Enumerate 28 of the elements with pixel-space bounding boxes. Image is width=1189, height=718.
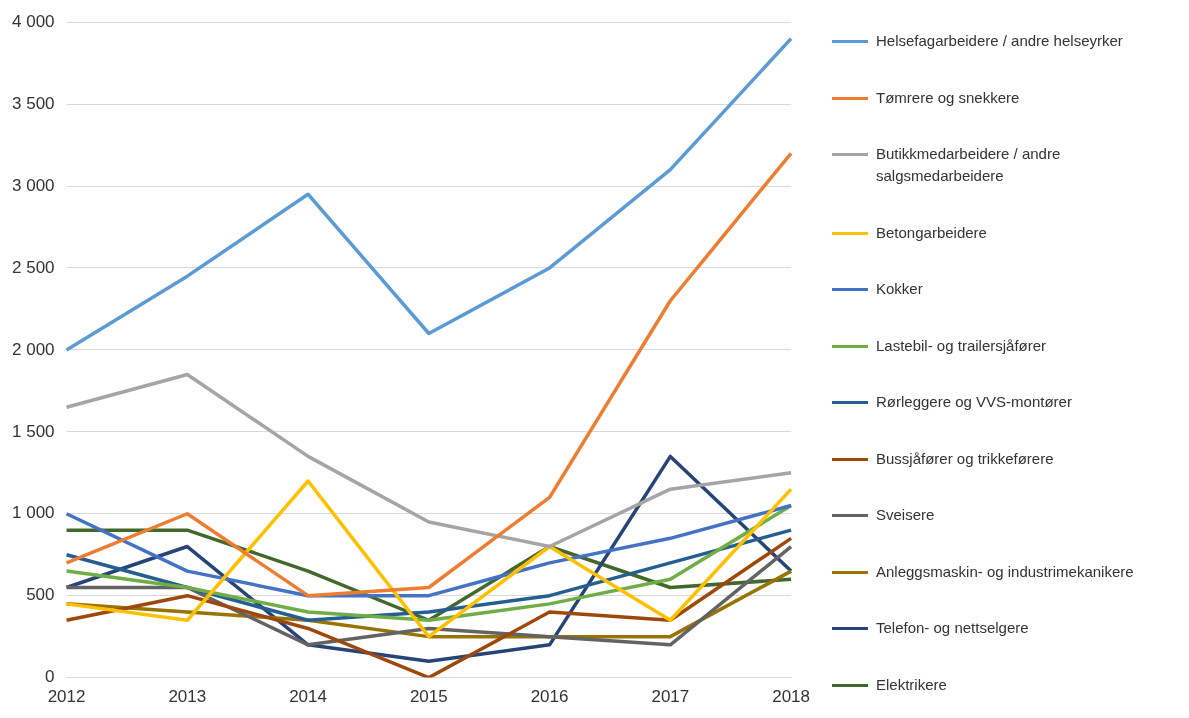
legend-label: Telefon- og nettselgere: [876, 618, 1029, 639]
legend-label: Bussjåfører og trikkeførere: [876, 448, 1054, 469]
y-tick-label: 3 000: [11, 175, 55, 195]
legend-label: Tømrere og snekkere: [876, 87, 1020, 108]
y-tick-label: 1 000: [11, 503, 55, 523]
legend-label: Helsefagarbeidere / andre helseyrker: [876, 31, 1123, 51]
x-tick-label: 2017: [651, 687, 690, 707]
legend-label: Kokker: [876, 279, 923, 300]
y-tick-label: 2 500: [11, 257, 55, 277]
x-tick-label: 2018: [772, 687, 810, 707]
y-tick-label: 2 000: [11, 339, 55, 359]
y-tick-label: 500: [26, 585, 55, 605]
legend-label: Lastebil- og trailersjåfører: [876, 335, 1047, 356]
legend-label: Betongarbeidere: [876, 222, 987, 243]
legend-label: Sveisere: [876, 505, 935, 526]
legend-label: Butikkmedarbeidere / andre salgsmedarbeidere: [876, 144, 1062, 187]
y-tick-label: 0: [45, 667, 55, 687]
y-tick-label: 1 500: [11, 421, 55, 441]
x-tick-label: 2016: [530, 687, 569, 707]
x-tick-label: 2014: [289, 687, 327, 707]
legend-label: Elektrikere: [876, 674, 947, 695]
y-tick-label: 4 000: [11, 11, 55, 31]
legend-label: Anleggsmaskin- og industrimekanikere: [876, 561, 1134, 582]
x-tick-label: 2013: [168, 687, 207, 707]
x-tick-label: 2015: [409, 687, 448, 707]
x-tick-label: 2012: [47, 687, 86, 707]
legend-label: Rørleggere og VVS-montører: [876, 392, 1072, 413]
y-tick-label: 3 500: [11, 93, 55, 113]
